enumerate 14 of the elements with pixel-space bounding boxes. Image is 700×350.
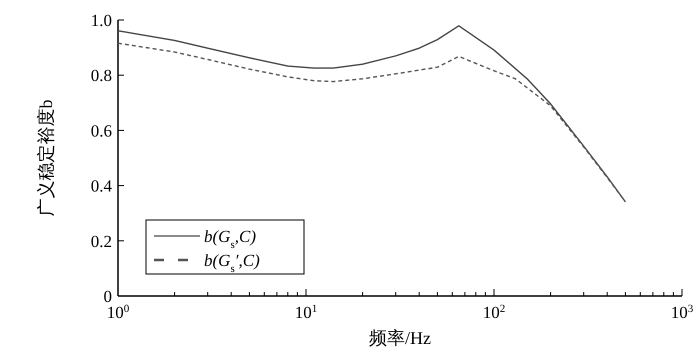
x-axis-title: 频率/Hz bbox=[369, 328, 431, 348]
y-tick-label: 1.0 bbox=[90, 11, 112, 30]
x-tick-label: 10$^{3}$ bbox=[670, 303, 694, 322]
legend-label: b(G$_{s}$′,C) bbox=[204, 251, 260, 275]
x-tick-label: 10$^{0}$ bbox=[106, 303, 130, 322]
x-tick-label: 10$^{1}$ bbox=[294, 303, 318, 322]
y-axis-title: 广义稳定裕度b bbox=[36, 100, 56, 216]
y-tick-label: 0.2 bbox=[90, 232, 112, 251]
y-tick-label: 0.6 bbox=[90, 121, 112, 140]
legend-label: b(G$_{s}$,C) bbox=[204, 227, 256, 251]
y-tick-label: 0.4 bbox=[90, 176, 112, 196]
y-tick-label: 0 bbox=[104, 287, 112, 306]
x-tick-label: 10$^{2}$ bbox=[482, 303, 506, 322]
y-tick-label: 0.8 bbox=[90, 66, 112, 86]
